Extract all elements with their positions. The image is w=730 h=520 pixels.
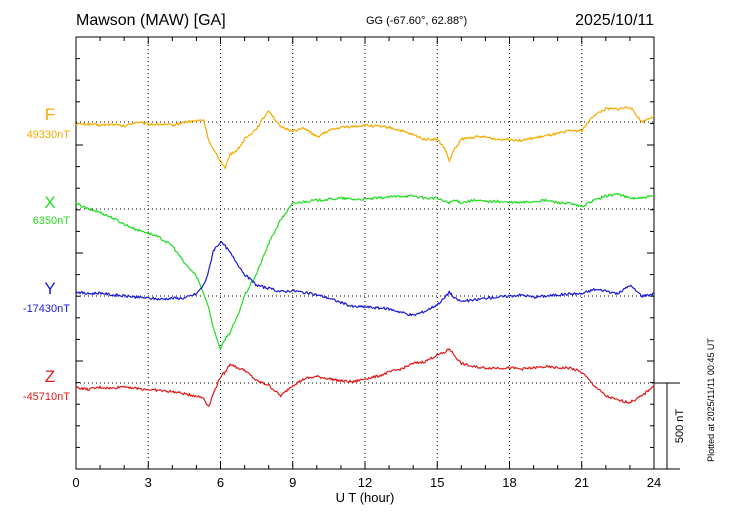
tick-marks (75, 36, 655, 470)
x-tick-label-21: 21 (575, 475, 589, 490)
scale-bar-label: 500 nT (674, 409, 686, 444)
series-baseline-label-y: -17430nT (23, 303, 70, 315)
station-coordinates: GG (-67.60°, 62.88°) (366, 15, 467, 27)
plot-date: 2025/10/11 (575, 12, 654, 29)
series-baseline-label-x: 6350nT (33, 215, 71, 227)
series-baseline-label-z: -45710nT (23, 391, 70, 403)
station-title: Mawson (MAW) [GA] (76, 12, 226, 29)
x-tick-label-24: 24 (647, 475, 661, 490)
series-labels: F 49330nT X 6350nT Y -17430nT Z -45710nT (23, 105, 70, 403)
series-letter-y: Y (44, 279, 55, 298)
x-tick-labels: 0 3 6 9 12 15 18 21 24 (72, 475, 661, 490)
grid-layer (76, 37, 654, 469)
series-layer (75, 106, 655, 407)
x-tick-label-6: 6 (217, 475, 224, 490)
series-line-z (75, 348, 655, 407)
x-tick-label-12: 12 (358, 475, 372, 490)
x-tick-label-18: 18 (502, 475, 516, 490)
series-line-y (75, 241, 655, 317)
x-axis-title: U T (hour) (336, 490, 395, 505)
series-line-f (75, 106, 655, 170)
x-tick-label-0: 0 (72, 475, 79, 490)
x-tick-label-9: 9 (289, 475, 296, 490)
series-letter-z: Z (45, 367, 55, 386)
x-tick-label-15: 15 (430, 475, 444, 490)
x-tick-label-3: 3 (145, 475, 152, 490)
scale-bar: 500 nT (654, 382, 686, 470)
series-baseline-label-f: 49330nT (27, 129, 71, 141)
series-line-x (75, 192, 655, 350)
plotted-at-note: Plotted at 2025/11/11 00:45 UT (706, 338, 716, 462)
series-letter-x: X (44, 193, 55, 212)
series-letter-f: F (45, 105, 55, 124)
